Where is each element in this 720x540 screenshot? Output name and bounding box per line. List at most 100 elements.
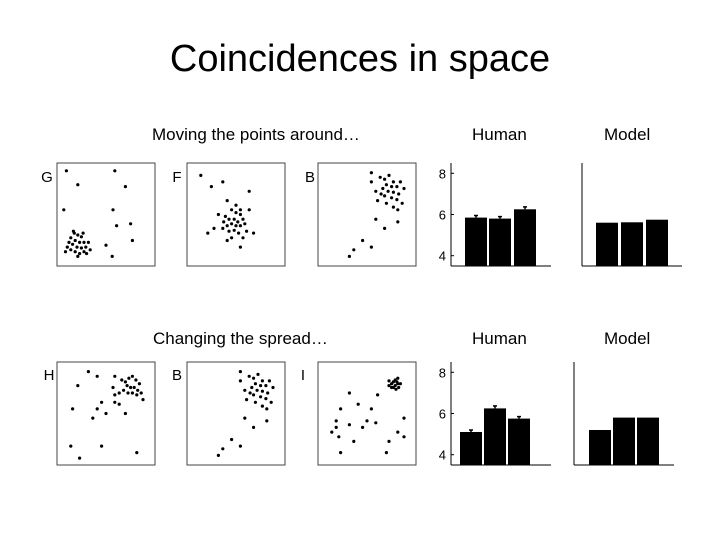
panel8-point-31 — [387, 439, 391, 443]
row2-model-label: Model — [604, 329, 651, 348]
panel4-bar-1 — [465, 217, 487, 266]
panel9-bar-1 — [460, 432, 482, 465]
panel8-point-11 — [387, 384, 391, 388]
panel9-ytick-label-8: 8 — [439, 365, 446, 380]
panel3-point-2 — [378, 175, 382, 179]
panel2-point-11 — [227, 217, 231, 221]
panel6-point-27 — [117, 402, 121, 406]
panel1-point-13 — [69, 236, 73, 240]
panel1-point-16 — [82, 240, 86, 244]
panel1-point-8 — [130, 238, 134, 243]
panel9-ytick-label-6: 6 — [439, 407, 446, 422]
panel3-point-20 — [384, 201, 388, 205]
panel6-point-23 — [76, 384, 80, 388]
panel3-point-11 — [391, 190, 395, 194]
panel6-point-5 — [123, 380, 127, 384]
panel2-point-9 — [238, 212, 242, 217]
panel7-point-16 — [259, 395, 263, 399]
panel1-point-1 — [64, 169, 68, 173]
panel7-point-8 — [264, 384, 268, 388]
panel6-point-26 — [113, 400, 117, 404]
panel1-point-9 — [62, 208, 66, 212]
panel3-point-12 — [397, 192, 401, 196]
panel1-point-3 — [113, 169, 117, 173]
panel6-point-8 — [134, 378, 138, 382]
panel3-point-31 — [347, 254, 351, 258]
row1-caption: Moving the points around… — [152, 125, 360, 144]
panel2-label: F — [172, 169, 181, 186]
panel8-point-18 — [376, 393, 380, 397]
panel7-point-27 — [265, 419, 269, 423]
panel9-bar-2 — [484, 408, 506, 465]
panel8-point-10 — [390, 385, 394, 390]
panel2-point-17 — [230, 222, 234, 226]
panel3-point-4 — [387, 173, 391, 177]
panel3-point-10 — [386, 189, 390, 193]
panel7-point-30 — [221, 447, 225, 451]
panel1-point-27 — [65, 245, 69, 249]
panel8-point-20 — [334, 419, 338, 423]
panel6-point-13 — [136, 388, 140, 392]
panel1-point-22 — [69, 248, 73, 252]
panel2-point-24 — [245, 229, 249, 233]
panel1-point-15 — [78, 240, 82, 244]
slide-title: Coincidences in space — [169, 38, 551, 80]
panel2-point-31 — [225, 238, 229, 243]
panel2-point-25 — [221, 226, 225, 230]
panel7-point-31 — [216, 453, 220, 457]
panel1-point-23 — [73, 250, 77, 254]
panel2-point-7 — [230, 208, 234, 212]
panel1-point-7 — [129, 222, 133, 226]
panel8-point-28 — [402, 416, 406, 420]
panel8-point-23 — [361, 425, 365, 429]
panel3-point-17 — [395, 198, 399, 202]
panel7-point-9 — [250, 385, 254, 390]
panel3-point-6 — [384, 183, 388, 187]
panel3-point-13 — [374, 189, 378, 193]
panel1-frame — [56, 162, 156, 267]
panel1-label: G — [41, 169, 53, 186]
panel6-point-2 — [95, 374, 99, 378]
panel7-point-23 — [265, 407, 269, 411]
panel9-ytick-label-4: 4 — [439, 448, 446, 463]
panel6-label: H — [44, 367, 55, 384]
panel1-point-6 — [115, 224, 119, 228]
panel2-point-34 — [252, 231, 256, 235]
panel6-point-24 — [71, 407, 75, 411]
panel6-point-4 — [120, 378, 124, 382]
panel8-point-19 — [339, 407, 343, 411]
panel1-point-17 — [67, 240, 71, 244]
panel8-label: I — [301, 367, 305, 384]
panel4-bar-2 — [489, 218, 511, 266]
panel1-point-31 — [85, 252, 89, 256]
panel6-point-22 — [111, 385, 115, 390]
panel8-point-25 — [334, 425, 338, 429]
panel6-point-29 — [95, 407, 99, 411]
row2-human-label: Human — [472, 329, 527, 348]
panel1-point-30 — [76, 254, 80, 258]
panel6-point-25 — [100, 400, 104, 404]
panel6-point-31 — [91, 416, 95, 420]
panel2-point-4 — [247, 189, 251, 193]
panel8-point-27 — [352, 439, 356, 443]
panel3-point-8 — [395, 185, 399, 189]
panel8-frame — [317, 361, 417, 466]
panel7-point-2 — [247, 374, 251, 378]
panel7-point-21 — [245, 398, 249, 402]
panel4-ytick-label-4: 4 — [439, 249, 446, 264]
panel1-point-5 — [111, 208, 115, 212]
panel6-point-17 — [135, 393, 139, 397]
panel3-point-32 — [369, 245, 373, 249]
panel2-point-26 — [238, 208, 242, 212]
panel10-bar-2 — [613, 417, 635, 465]
panel7-point-4 — [256, 372, 260, 376]
panel8-point-26 — [337, 435, 341, 439]
panel2-point-2 — [209, 185, 213, 189]
row1-human-label: Human — [472, 125, 527, 144]
panel7-point-18 — [267, 379, 271, 383]
panel1-point-34 — [104, 243, 108, 247]
panel7-point-3 — [252, 376, 256, 380]
panel3-point-29 — [361, 238, 365, 243]
panel1-point-29 — [81, 231, 85, 235]
panel2-point-27 — [216, 212, 220, 217]
